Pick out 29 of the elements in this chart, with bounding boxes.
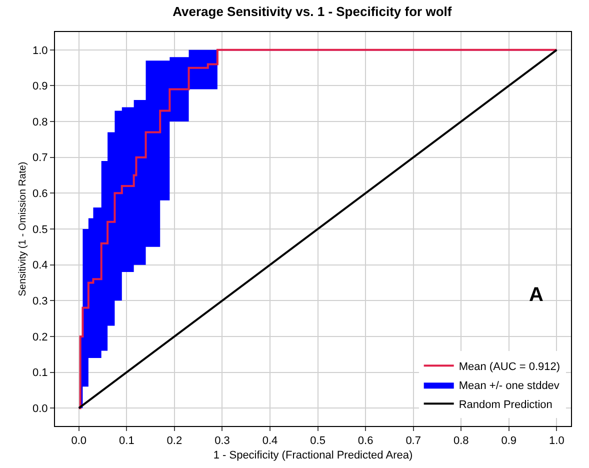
chart-title: Average Sensitivity vs. 1 - Specificity for wolf bbox=[172, 4, 452, 20]
y-tick-label: 0.6 bbox=[32, 188, 48, 200]
x-tick-label: 1.0 bbox=[549, 435, 564, 448]
x-tick-label: 0.7 bbox=[406, 435, 421, 448]
x-tick-label: 0.1 bbox=[119, 435, 134, 448]
x-tick-label: 0.5 bbox=[310, 435, 326, 448]
x-tick-label: 0.8 bbox=[453, 435, 469, 448]
x-tick-label: 0.6 bbox=[358, 435, 374, 448]
x-tick-label: 0.3 bbox=[214, 435, 230, 448]
x-tick-label: 0.9 bbox=[501, 435, 517, 448]
y-tick-label: 0.1 bbox=[32, 367, 48, 380]
x-tick-label: 0.2 bbox=[166, 435, 182, 448]
y-tick-label: 0.2 bbox=[32, 331, 48, 344]
annotation: A bbox=[529, 284, 544, 306]
y-tick-label: 0.9 bbox=[32, 80, 48, 93]
y-axis-title: Sensitivity (1 - Omission Rate) bbox=[18, 162, 29, 296]
y-tick-label: 0.4 bbox=[32, 260, 48, 272]
y-tick-label: 0.3 bbox=[32, 295, 48, 308]
y-tick-label: 0.7 bbox=[32, 152, 48, 164]
legend-label: Mean (AUC = 0.912) bbox=[458, 360, 560, 373]
y-tick-label: 0.0 bbox=[32, 402, 48, 415]
y-tick-label: 0.8 bbox=[32, 116, 48, 128]
y-tick-label: 0.5 bbox=[32, 224, 48, 236]
y-tick-label: 1.0 bbox=[32, 44, 48, 57]
legend-label: Mean +/- one stddev bbox=[458, 380, 560, 392]
x-tick-label: 0.0 bbox=[71, 435, 87, 448]
legend-label: Random Prediction bbox=[458, 398, 552, 411]
x-axis-title: 1 - Specificity (Fractional Predicted Area) bbox=[213, 449, 413, 462]
x-tick-label: 0.4 bbox=[262, 435, 278, 448]
